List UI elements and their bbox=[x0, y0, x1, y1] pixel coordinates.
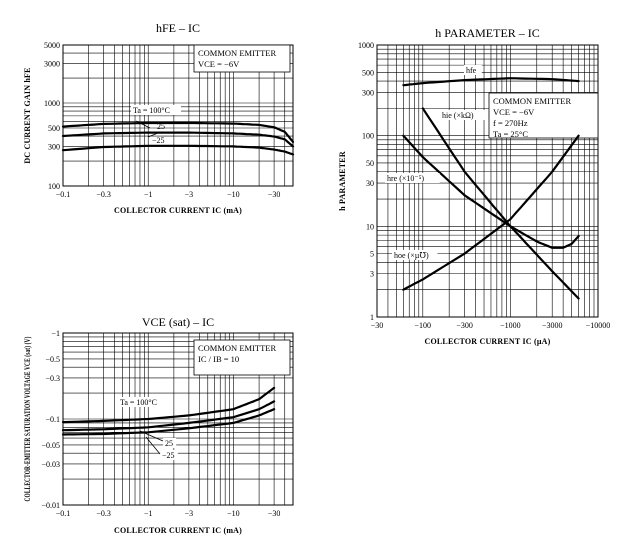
x-tick-label: −10000 bbox=[586, 321, 611, 330]
x-tick-label: −0.3 bbox=[96, 190, 111, 199]
x-axis-label: COLLECTOR CURRENT IC (µA) bbox=[425, 337, 551, 346]
y-tick-label: 500 bbox=[48, 124, 60, 133]
x-tick-label: −30 bbox=[268, 509, 281, 518]
plot-frame bbox=[62, 332, 294, 506]
condition-line: VCE = −6V bbox=[198, 59, 240, 69]
y-tick-label: −0.1 bbox=[45, 415, 60, 424]
curve-label-bg bbox=[464, 65, 482, 75]
chart-title: VCE (sat) – IC bbox=[142, 315, 214, 329]
curve-label-bg bbox=[118, 397, 168, 407]
x-tick-label: −1000 bbox=[500, 321, 521, 330]
y-tick-label: 300 bbox=[48, 142, 60, 151]
condition-line: COMMON EMITTER bbox=[198, 343, 276, 353]
curve-label-bg bbox=[440, 110, 486, 120]
curve-label: Ta = 100°C bbox=[120, 398, 157, 407]
condition-line: COMMON EMITTER bbox=[493, 96, 571, 106]
x-tick-label: −3 bbox=[185, 190, 194, 199]
condition-line: Ta = 25°C bbox=[493, 129, 528, 139]
y-tick-label: 300 bbox=[362, 88, 374, 97]
leader-line bbox=[139, 430, 164, 442]
series-line-1 bbox=[61, 131, 295, 148]
y-axis-label: COLLECTOR-EMITTER SATURATION VOLTAGE VCE… bbox=[23, 336, 32, 501]
series-line-0 bbox=[61, 121, 295, 143]
x-tick-label: −0.1 bbox=[56, 509, 71, 518]
condition-box bbox=[193, 339, 291, 376]
y-tick-label: −0.05 bbox=[41, 441, 60, 450]
x-tick-label: −10 bbox=[227, 190, 240, 199]
curve-label-bg bbox=[131, 105, 181, 115]
y-tick-label: 1000 bbox=[358, 41, 374, 50]
series-line-1 bbox=[61, 400, 276, 432]
y-tick-label: 5000 bbox=[44, 41, 60, 50]
condition-box bbox=[193, 44, 291, 73]
series-line-0 bbox=[402, 77, 580, 87]
y-tick-label: 1000 bbox=[44, 99, 60, 108]
y-tick-label: −1 bbox=[51, 329, 60, 338]
curve-label-bg bbox=[392, 250, 438, 260]
curve-label: −25 bbox=[162, 451, 175, 460]
curve-label: Ta = 100°C bbox=[133, 106, 170, 115]
y-tick-label: 3000 bbox=[44, 59, 60, 68]
h-parameter-chart: h PARAMETER – IC −30 −100 −300 −1000 −3000 −10… bbox=[338, 26, 610, 346]
curve-label: hre (×10⁻⁵) bbox=[387, 174, 424, 183]
series-line-2 bbox=[61, 144, 295, 156]
y-tick-label: 50 bbox=[366, 159, 374, 168]
condition-line: VCE = −6V bbox=[493, 107, 535, 117]
series-line-2 bbox=[402, 134, 580, 249]
y-tick-label: 500 bbox=[362, 68, 374, 77]
x-axis-label: COLLECTOR CURRENT IC (mA) bbox=[114, 206, 242, 215]
y-tick-label: 100 bbox=[48, 182, 60, 191]
series-line-3 bbox=[402, 134, 580, 291]
y-tick-label: −0.5 bbox=[45, 355, 60, 364]
curve-label-bg bbox=[163, 438, 177, 448]
x-tick-label: −10 bbox=[227, 509, 240, 518]
condition-box bbox=[488, 92, 599, 139]
curve-label: hfe bbox=[466, 66, 477, 75]
x-tick-label: −100 bbox=[415, 321, 432, 330]
condition-line: COMMON EMITTER bbox=[198, 48, 276, 58]
series-line-2 bbox=[61, 408, 276, 436]
x-tick-label: −0.1 bbox=[56, 190, 71, 199]
y-tick-label: 10 bbox=[366, 222, 374, 231]
curve-label: −25 bbox=[152, 136, 165, 145]
y-tick-label: 3 bbox=[370, 270, 374, 279]
y-tick-label: 30 bbox=[366, 179, 374, 188]
x-tick-label: −3000 bbox=[542, 321, 563, 330]
y-tick-label: 100 bbox=[362, 132, 374, 141]
series-line-0 bbox=[61, 386, 276, 424]
leader-line bbox=[135, 120, 151, 129]
leader-line bbox=[145, 436, 161, 455]
leader-line bbox=[147, 132, 159, 138]
x-tick-label: −30 bbox=[371, 321, 384, 330]
curve-label-bg bbox=[385, 173, 440, 183]
x-axis-label: COLLECTOR CURRENT IC (mA) bbox=[114, 526, 242, 535]
chart-title: h PARAMETER – IC bbox=[435, 26, 540, 40]
y-tick-label: −0.3 bbox=[45, 374, 60, 383]
hfe-chart: hFE – IC −0.1 −0.3 −1 −3 −10 −30 100 300 500 1000 3… bbox=[23, 21, 295, 215]
x-tick-label: −3 bbox=[185, 509, 194, 518]
curve-label: 25 bbox=[157, 122, 165, 131]
curve-label: hie (×kΩ) bbox=[442, 111, 474, 120]
y-axis-label: DC CURRENT GAIN hFE bbox=[23, 67, 32, 163]
curve-label: hoe (×µ℧) bbox=[394, 251, 429, 260]
plot-frame bbox=[376, 44, 599, 318]
plot-frame bbox=[62, 44, 294, 187]
x-tick-label: −1 bbox=[144, 509, 153, 518]
y-tick-label: −0.01 bbox=[41, 501, 60, 510]
chart-title: hFE – IC bbox=[156, 21, 200, 35]
x-tick-label: −300 bbox=[456, 321, 473, 330]
x-tick-label: −30 bbox=[268, 190, 281, 199]
y-tick-label: 5 bbox=[370, 250, 374, 259]
vce-sat-chart: VCE (sat) – IC−0.1 −0.3 −1 −3 −10 −30−0.01−0.… bbox=[23, 315, 294, 535]
condition-line: IC / IB = 10 bbox=[198, 354, 239, 364]
curve-label: 25 bbox=[165, 439, 173, 448]
x-tick-label: −1 bbox=[144, 190, 153, 199]
y-tick-label: 1 bbox=[370, 313, 374, 322]
y-axis-label: h PARAMETER bbox=[338, 151, 347, 211]
condition-line: f = 270Hz bbox=[493, 118, 528, 128]
y-tick-label: −0.03 bbox=[41, 460, 60, 469]
x-tick-label: −0.3 bbox=[96, 509, 111, 518]
curve-label-bg bbox=[160, 450, 178, 460]
